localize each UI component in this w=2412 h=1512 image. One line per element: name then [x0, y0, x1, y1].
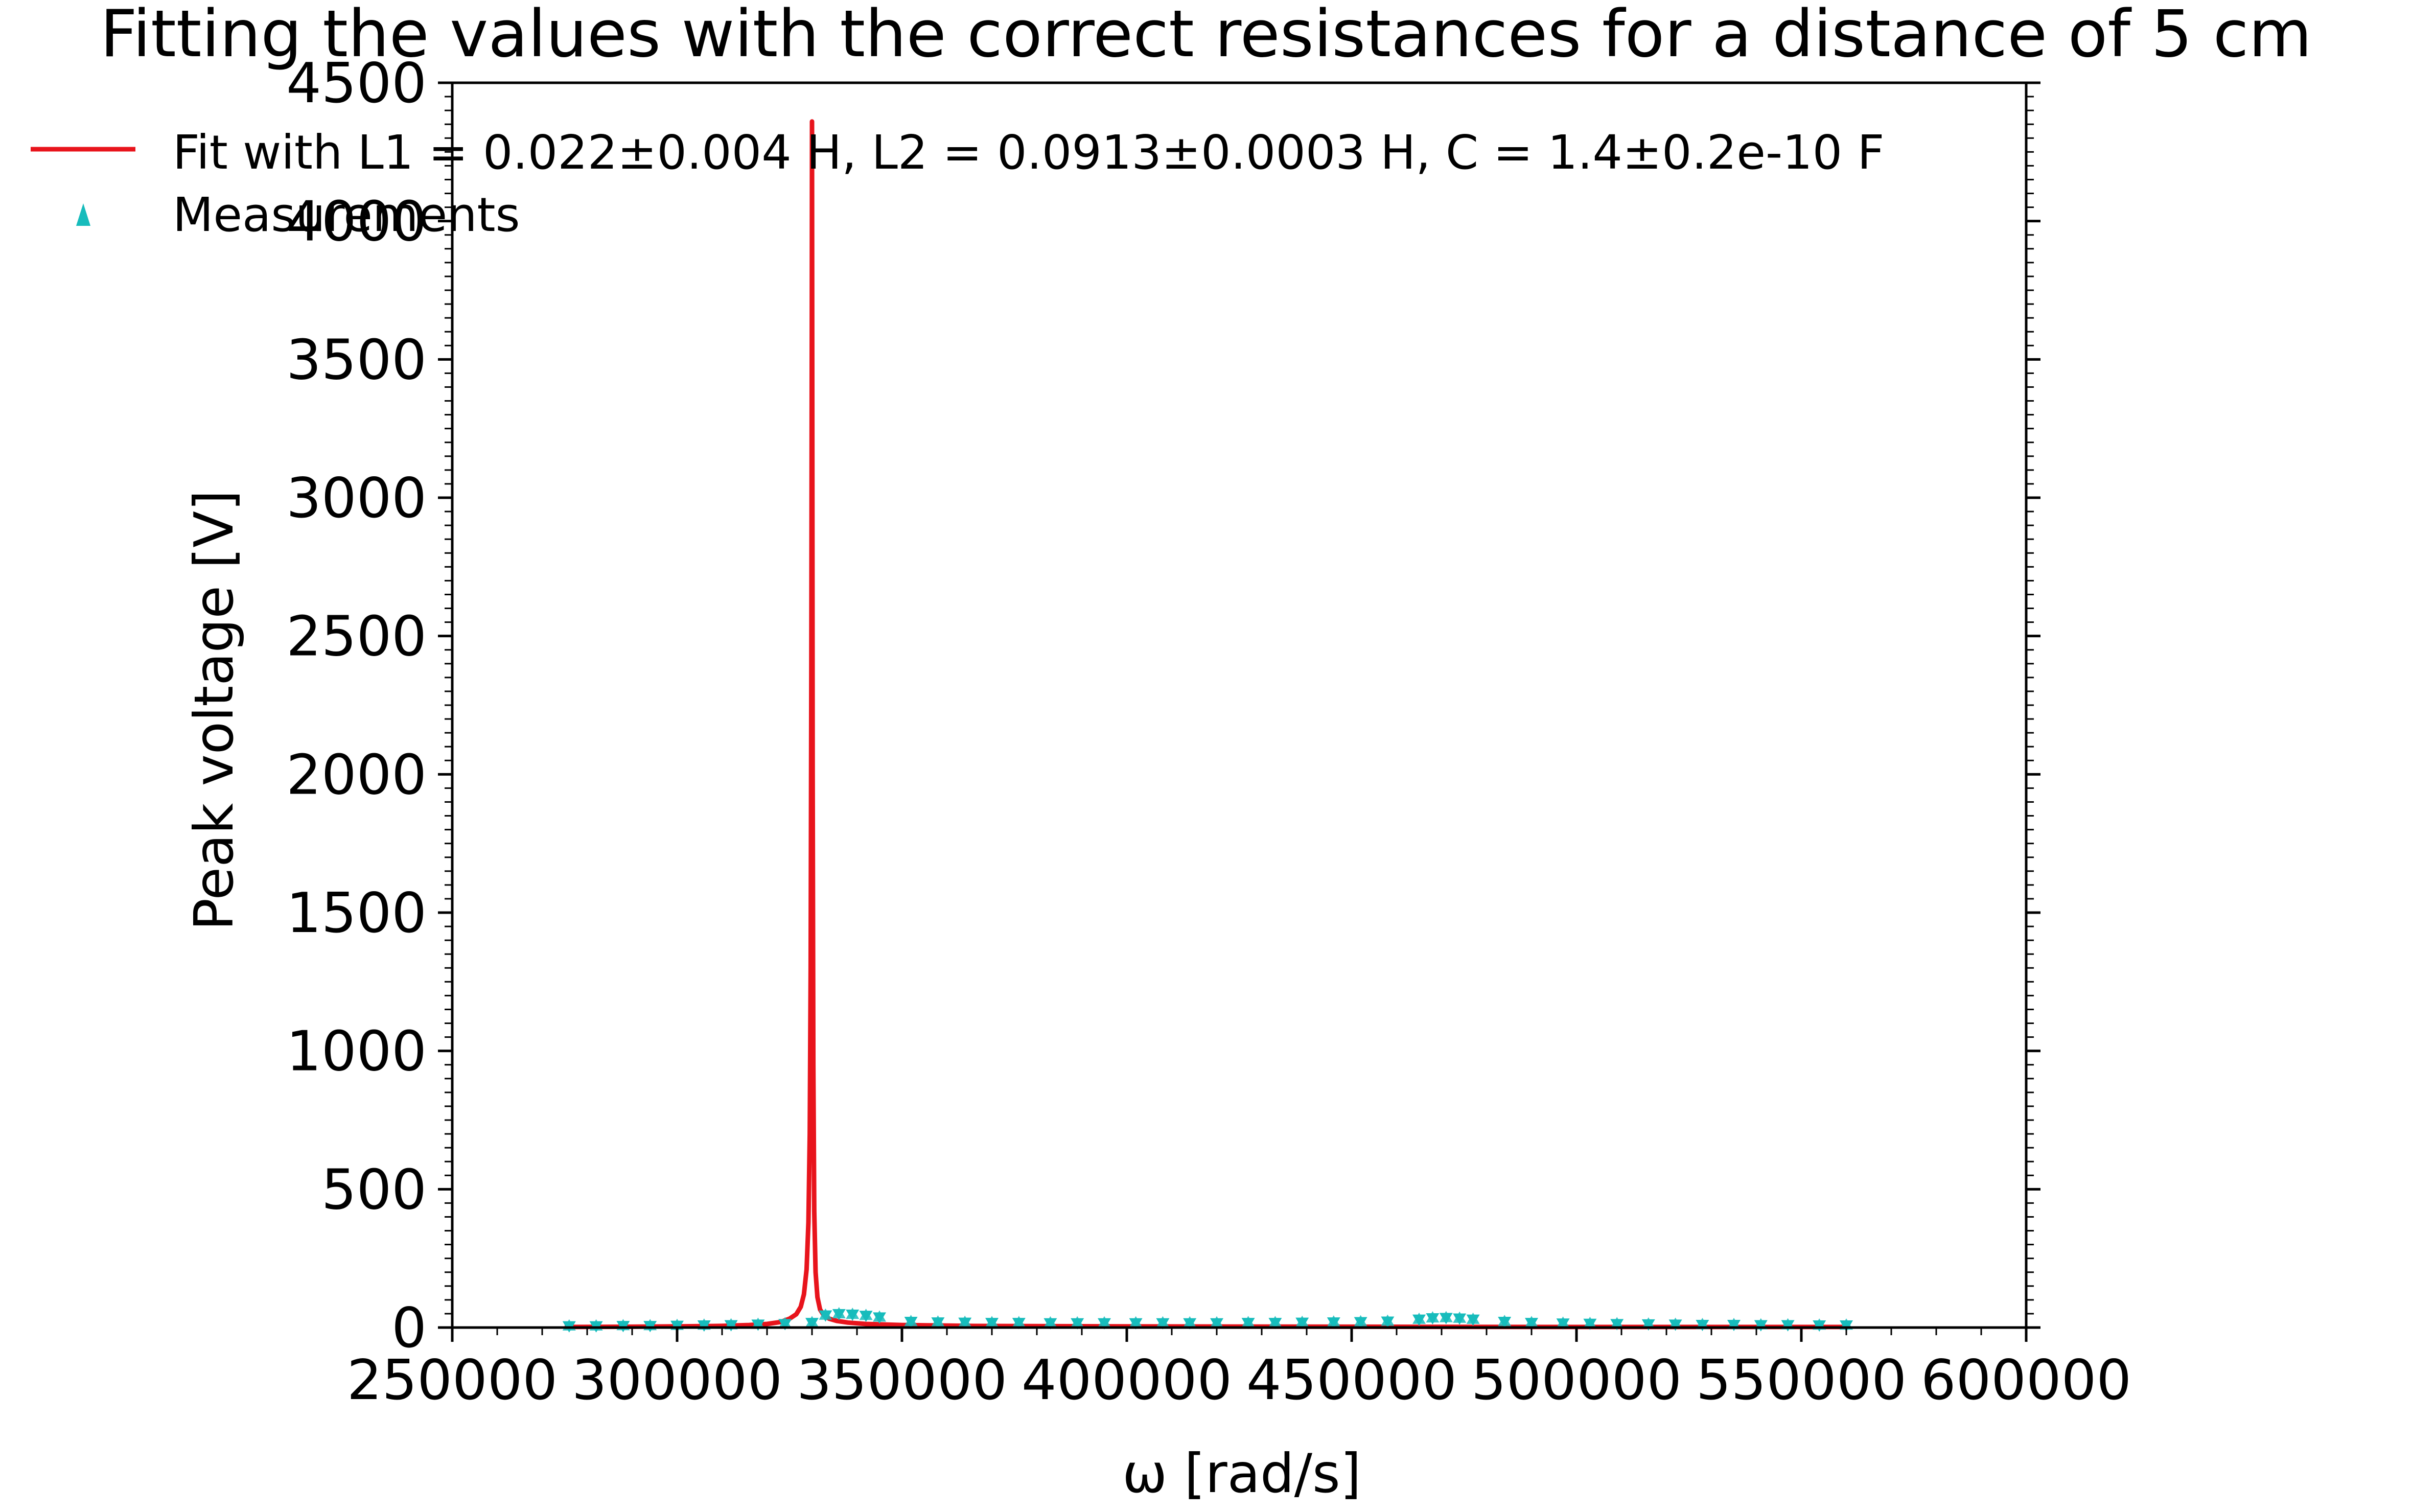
measurement-point-error [1426, 1311, 1440, 1323]
measurement-point-error [1129, 1316, 1143, 1328]
y-tick-label: 1500 [286, 881, 427, 945]
measurement-point-error [904, 1315, 918, 1327]
measurement-point-error [1183, 1316, 1197, 1328]
fit-series-line [564, 119, 1846, 1330]
measurement-point-error [1453, 1311, 1467, 1323]
measurement-point-error [819, 1308, 832, 1320]
measurement-point-error [778, 1317, 792, 1329]
x-tick-label: 550000 [1696, 1348, 1907, 1412]
measurement-point-error [1583, 1316, 1597, 1328]
measurement-point-error [1668, 1317, 1682, 1329]
measurement-point-error [1241, 1316, 1255, 1328]
measurement-point-error [1295, 1315, 1309, 1327]
measurement-point-error [1525, 1316, 1538, 1328]
measurement-point-error [1412, 1312, 1426, 1324]
measurement-point-error [859, 1309, 873, 1320]
x-tick-label: 400000 [1022, 1348, 1232, 1412]
measurement-point-error [1156, 1316, 1170, 1328]
measurement-point-error [1043, 1316, 1057, 1328]
y-tick-label: 4000 [286, 190, 427, 254]
measurement-point-error [846, 1308, 860, 1319]
measurement-point-error [1071, 1316, 1084, 1328]
x-tick-label: 500000 [1471, 1348, 1682, 1412]
measurement-point-error [1610, 1317, 1624, 1329]
measurement-point-error [958, 1315, 972, 1327]
x-axis-label: ω [rad/s] [1122, 1443, 1361, 1505]
legend: Fit with L1 = 0.022±0.004 H, L2 = 0.0913… [31, 125, 1884, 242]
y-axis-label: Peak voltage [V] [183, 490, 245, 931]
measurement-point-error [751, 1317, 765, 1329]
y-tick-label: 2500 [286, 605, 427, 669]
measurement-point-error [1556, 1316, 1570, 1328]
measurement-point-error [805, 1316, 819, 1328]
measurement-point-error [1098, 1316, 1111, 1328]
plot-layer [562, 119, 1853, 1333]
measurement-point-error [1498, 1315, 1512, 1327]
measurement-point-error [1210, 1316, 1223, 1328]
y-tick-label: 4500 [286, 52, 427, 115]
legend-measurement-marker [76, 203, 90, 226]
x-tick-label: 300000 [572, 1348, 782, 1412]
measurement-point-error [1012, 1316, 1026, 1328]
legend-measurement-label: Measurements [173, 188, 520, 242]
x-tick-label: 350000 [797, 1348, 1007, 1412]
measurement-point-error [1466, 1312, 1480, 1324]
measurement-point-error [1268, 1316, 1282, 1328]
y-tick-label: 500 [321, 1158, 427, 1222]
x-tick-label: 600000 [1921, 1348, 2131, 1412]
measurement-point-error [931, 1315, 945, 1327]
measurement-point-error [1641, 1317, 1655, 1329]
measurement-point-error [1439, 1311, 1453, 1322]
y-tick-label: 1000 [286, 1020, 427, 1084]
legend-fit-label: Fit with L1 = 0.022±0.004 H, L2 = 0.0913… [173, 125, 1884, 180]
measurement-point-error [1381, 1314, 1395, 1326]
measurement-point-error [1327, 1315, 1340, 1327]
y-tick-label: 3500 [286, 328, 427, 392]
y-tick-label: 3000 [286, 467, 427, 530]
x-tick-label: 450000 [1246, 1348, 1457, 1412]
y-tick-label: 2000 [286, 743, 427, 807]
chart-title: Fitting the values with the correct resi… [100, 0, 2312, 72]
measurement-point-error [873, 1310, 886, 1322]
y-tick-label: 0 [391, 1296, 427, 1360]
measurement-point-error [832, 1307, 846, 1319]
measurement-point-error [1354, 1315, 1367, 1327]
axes-layer: 0 500 1000 1500 2000 2500 3000 3500 4000 4500 2500… [286, 52, 2131, 1412]
x-tick-label: 250000 [347, 1348, 558, 1412]
measurement-point-error [985, 1316, 999, 1328]
